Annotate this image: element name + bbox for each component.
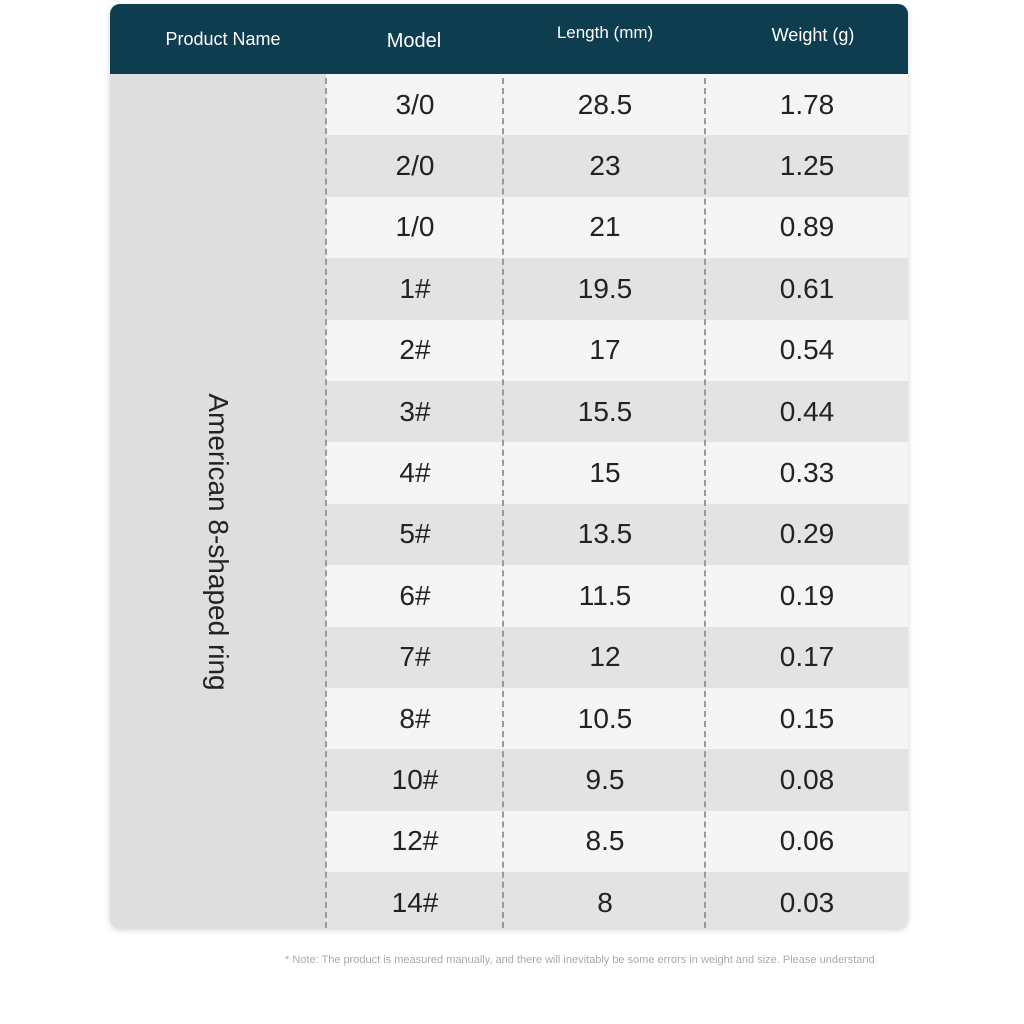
weight-cell: 0.03 bbox=[779, 886, 835, 918]
length-cell: 8 bbox=[597, 886, 613, 918]
size-table: Product Name Model Length (mm) Weight (g… bbox=[110, 4, 908, 928]
weight-cell: 0.15 bbox=[779, 702, 835, 734]
model-cell: 12# bbox=[391, 825, 439, 857]
length-cell: 13.5 bbox=[577, 518, 633, 550]
length-cell: 17 bbox=[589, 334, 621, 366]
table-row: 10# 9.5 0.08 bbox=[326, 749, 908, 811]
table-body: 3/0 28.5 1.78 2/0 23 1.25 1/0 21 0.89 1# 19.5 0.61 2… bbox=[326, 74, 908, 928]
product-name-label: American 8-shaped ring bbox=[203, 393, 234, 691]
table-row: 5# 13.5 0.29 bbox=[326, 503, 908, 566]
length-cell: 21 bbox=[589, 211, 621, 243]
length-cell: 9.5 bbox=[585, 763, 625, 795]
weight-cell: 0.17 bbox=[779, 641, 835, 673]
model-cell: 6# bbox=[399, 579, 431, 611]
table-row: 14# 8 0.03 bbox=[326, 872, 908, 928]
length-cell: 28.5 bbox=[577, 88, 633, 120]
weight-cell: 0.29 bbox=[779, 518, 835, 550]
table-row: 4# 15 0.33 bbox=[326, 442, 908, 504]
model-cell: 2# bbox=[399, 334, 431, 366]
header-model: Model bbox=[386, 29, 442, 52]
model-cell: 1# bbox=[399, 272, 431, 304]
length-cell: 15 bbox=[589, 457, 621, 489]
table-row: 1/0 21 0.89 bbox=[326, 196, 908, 259]
length-cell: 23 bbox=[589, 150, 621, 182]
model-cell: 10# bbox=[391, 763, 439, 795]
table-row: 8# 10.5 0.15 bbox=[326, 687, 908, 750]
weight-cell: 0.33 bbox=[779, 457, 835, 489]
weight-cell: 0.08 bbox=[779, 763, 835, 795]
length-cell: 19.5 bbox=[577, 272, 633, 304]
table-row: 6# 11.5 0.19 bbox=[326, 565, 908, 627]
model-cell: 3# bbox=[399, 395, 431, 427]
model-cell: 5# bbox=[399, 518, 431, 550]
model-cell: 2/0 bbox=[395, 150, 435, 182]
model-cell: 4# bbox=[399, 457, 431, 489]
length-cell: 15.5 bbox=[577, 395, 633, 427]
length-cell: 12 bbox=[589, 641, 621, 673]
column-divider bbox=[704, 78, 706, 928]
weight-cell: 0.19 bbox=[779, 579, 835, 611]
header-length: Length (mm) bbox=[556, 23, 654, 42]
weight-cell: 0.89 bbox=[779, 211, 835, 243]
column-divider bbox=[502, 78, 504, 928]
product-name-column: American 8-shaped ring bbox=[110, 74, 326, 928]
length-cell: 8.5 bbox=[585, 825, 625, 857]
table-row: 2# 17 0.54 bbox=[326, 319, 908, 381]
weight-cell: 0.54 bbox=[779, 334, 835, 366]
table-row: 7# 12 0.17 bbox=[326, 626, 908, 688]
table-row: 3/0 28.5 1.78 bbox=[326, 74, 908, 136]
measurement-note: * Note: The product is measured manually… bbox=[285, 954, 875, 966]
weight-cell: 0.61 bbox=[779, 272, 835, 304]
model-cell: 14# bbox=[391, 886, 439, 918]
table-row: 2/0 23 1.25 bbox=[326, 135, 908, 197]
model-cell: 3/0 bbox=[395, 88, 435, 120]
length-cell: 10.5 bbox=[577, 702, 633, 734]
header-weight: Weight (g) bbox=[771, 24, 855, 45]
table-row: 12# 8.5 0.06 bbox=[326, 810, 908, 873]
model-cell: 8# bbox=[399, 702, 431, 734]
column-divider bbox=[325, 78, 327, 928]
model-cell: 7# bbox=[399, 641, 431, 673]
weight-cell: 1.25 bbox=[779, 150, 835, 182]
weight-cell: 0.06 bbox=[779, 825, 835, 857]
model-cell: 1/0 bbox=[395, 211, 435, 243]
length-cell: 11.5 bbox=[578, 579, 632, 611]
table-header: Product Name Model Length (mm) Weight (g… bbox=[110, 4, 908, 74]
weight-cell: 0.44 bbox=[779, 395, 835, 427]
weight-cell: 1.78 bbox=[779, 88, 835, 120]
header-product-name: Product Name bbox=[165, 28, 281, 49]
table-row: 3# 15.5 0.44 bbox=[326, 380, 908, 443]
table-row: 1# 19.5 0.61 bbox=[326, 258, 908, 320]
